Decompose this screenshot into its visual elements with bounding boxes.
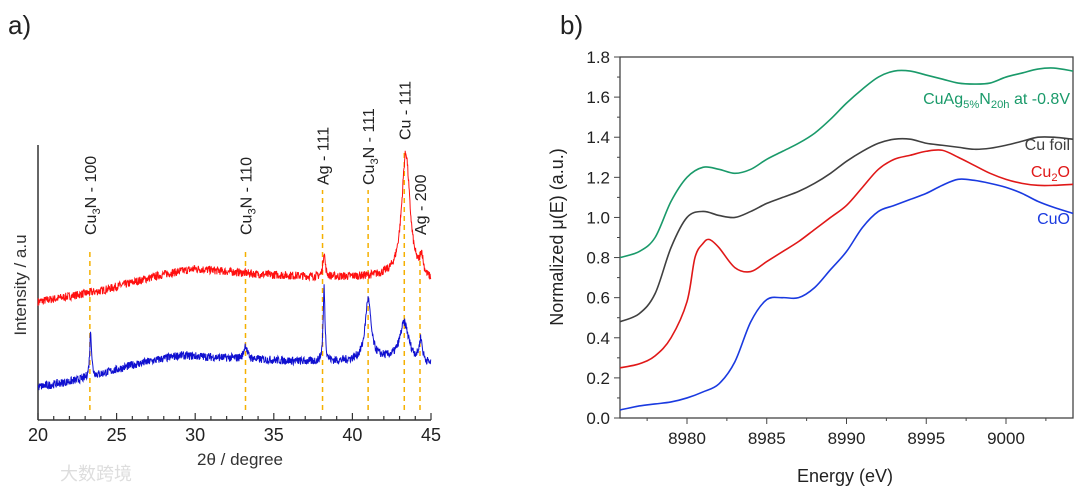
b-y-tick-label: 0.4 xyxy=(586,329,610,348)
b-y-tick-label: 0.8 xyxy=(586,249,610,268)
peak-label: Cu3N - 110 xyxy=(239,157,259,235)
b-x-tick-label: 8990 xyxy=(828,429,866,448)
series-label: Cu foil xyxy=(1025,137,1070,154)
b-x-axis-title: Energy (eV) xyxy=(797,466,893,486)
a-x-tick-label: 20 xyxy=(28,425,48,445)
peak-label: Cu3N - 100 xyxy=(83,156,103,235)
peak-label: Cu - 111 xyxy=(397,81,414,140)
b-y-tick-label: 1.4 xyxy=(586,128,610,147)
xrd-series-blue xyxy=(37,284,432,391)
a-y-axis-title: Intensity / a.u xyxy=(11,234,30,335)
series-label: CuO xyxy=(1037,211,1070,228)
b-x-tick-label: 8985 xyxy=(748,429,786,448)
a-x-tick-label: 40 xyxy=(342,425,362,445)
b-y-tick-label: 1.8 xyxy=(586,48,610,67)
watermark: 大数跨境 xyxy=(60,464,132,484)
b-x-tick-label: 9000 xyxy=(987,429,1025,448)
a-x-tick-label: 30 xyxy=(185,425,205,445)
series-label: Cu2O xyxy=(1031,164,1070,184)
xas-series-CuAg5-N20h-at-0-8V xyxy=(619,67,1074,259)
b-y-tick-label: 1.6 xyxy=(586,88,610,107)
b-plot-frame xyxy=(619,56,1074,419)
b-y-axis-title: Normalized μ(E) (a.u.) xyxy=(547,148,567,325)
peak-label: Cu3N - 111 xyxy=(361,108,381,185)
xas-series-Cu-foil xyxy=(619,136,1074,323)
a-x-tick-label: 45 xyxy=(421,425,441,445)
b-y-tick-label: 1.2 xyxy=(586,168,610,187)
b-y-tick-label: 0.0 xyxy=(586,409,610,428)
b-y-tick-label: 0.6 xyxy=(586,289,610,308)
panel-b-label: b) xyxy=(560,10,583,40)
b-x-tick-label: 8980 xyxy=(668,429,706,448)
series-label: CuAg5%N20h at -0.8V xyxy=(923,91,1070,111)
a-x-axis-title: 2θ / degree xyxy=(197,450,283,469)
xas-series-CuO xyxy=(619,178,1074,411)
xas-series-Cu2O xyxy=(619,149,1074,369)
a-x-tick-label: 35 xyxy=(264,425,284,445)
xrd-series-red xyxy=(37,150,432,306)
b-y-tick-label: 0.2 xyxy=(586,369,610,388)
a-x-tick-label: 25 xyxy=(107,425,127,445)
panel-a-label: a) xyxy=(8,10,31,40)
peak-label: Ag - 200 xyxy=(413,174,430,235)
b-x-tick-label: 8995 xyxy=(907,429,945,448)
b-y-tick-label: 1.0 xyxy=(586,208,610,227)
peak-label: Ag - 111 xyxy=(316,127,333,185)
